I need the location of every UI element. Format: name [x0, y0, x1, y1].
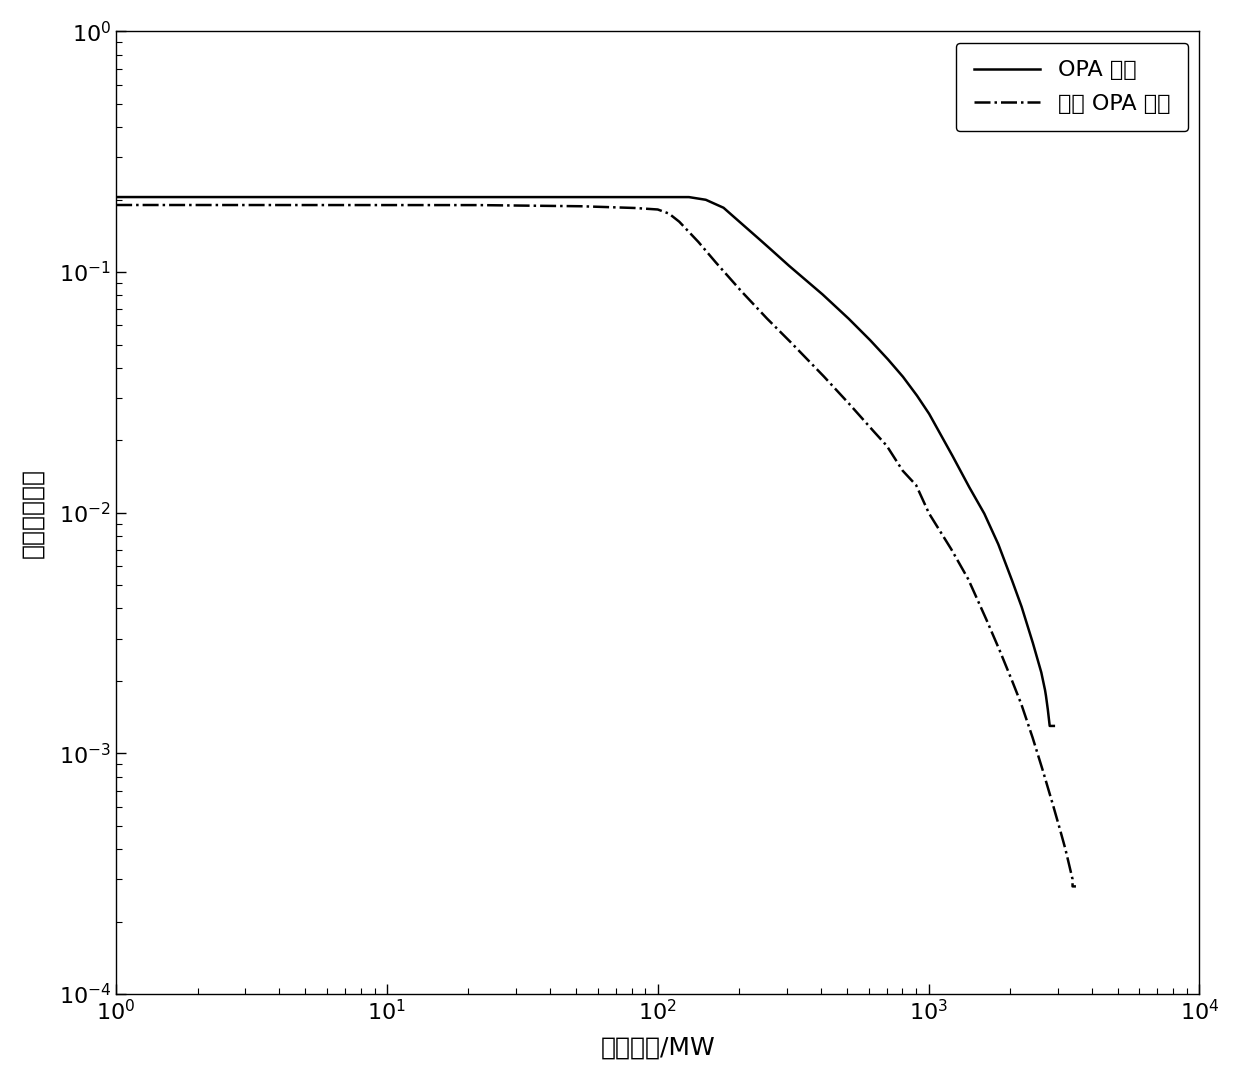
- OPA 模型: [109, 190, 124, 203]
- OPA 模型: [321, 190, 336, 203]
- 改进 OPA 模型: [210, 199, 224, 212]
- 改进 OPA 模型: [109, 199, 124, 212]
- 改进 OPA 模型: [878, 438, 893, 451]
- 改进 OPA 模型: [616, 201, 631, 214]
- Y-axis label: 停电概率分布: 停电概率分布: [21, 468, 45, 557]
- OPA 模型: [608, 190, 622, 203]
- Line: 改进 OPA 模型: 改进 OPA 模型: [117, 205, 1076, 887]
- Legend: OPA 模型, 改进 OPA 模型: OPA 模型, 改进 OPA 模型: [956, 42, 1188, 132]
- OPA 模型: [512, 190, 527, 203]
- 改进 OPA 模型: [1069, 880, 1084, 893]
- 改进 OPA 模型: [810, 363, 825, 376]
- OPA 模型: [1043, 719, 1058, 732]
- 改进 OPA 模型: [465, 199, 480, 212]
- 改进 OPA 模型: [789, 341, 804, 354]
- 改进 OPA 模型: [1065, 880, 1080, 893]
- OPA 模型: [678, 190, 693, 203]
- OPA 模型: [1047, 719, 1061, 732]
- OPA 模型: [970, 494, 985, 507]
- Line: OPA 模型: OPA 模型: [117, 197, 1054, 726]
- X-axis label: 负荷损失/MW: 负荷损失/MW: [600, 1035, 715, 1059]
- OPA 模型: [247, 190, 262, 203]
